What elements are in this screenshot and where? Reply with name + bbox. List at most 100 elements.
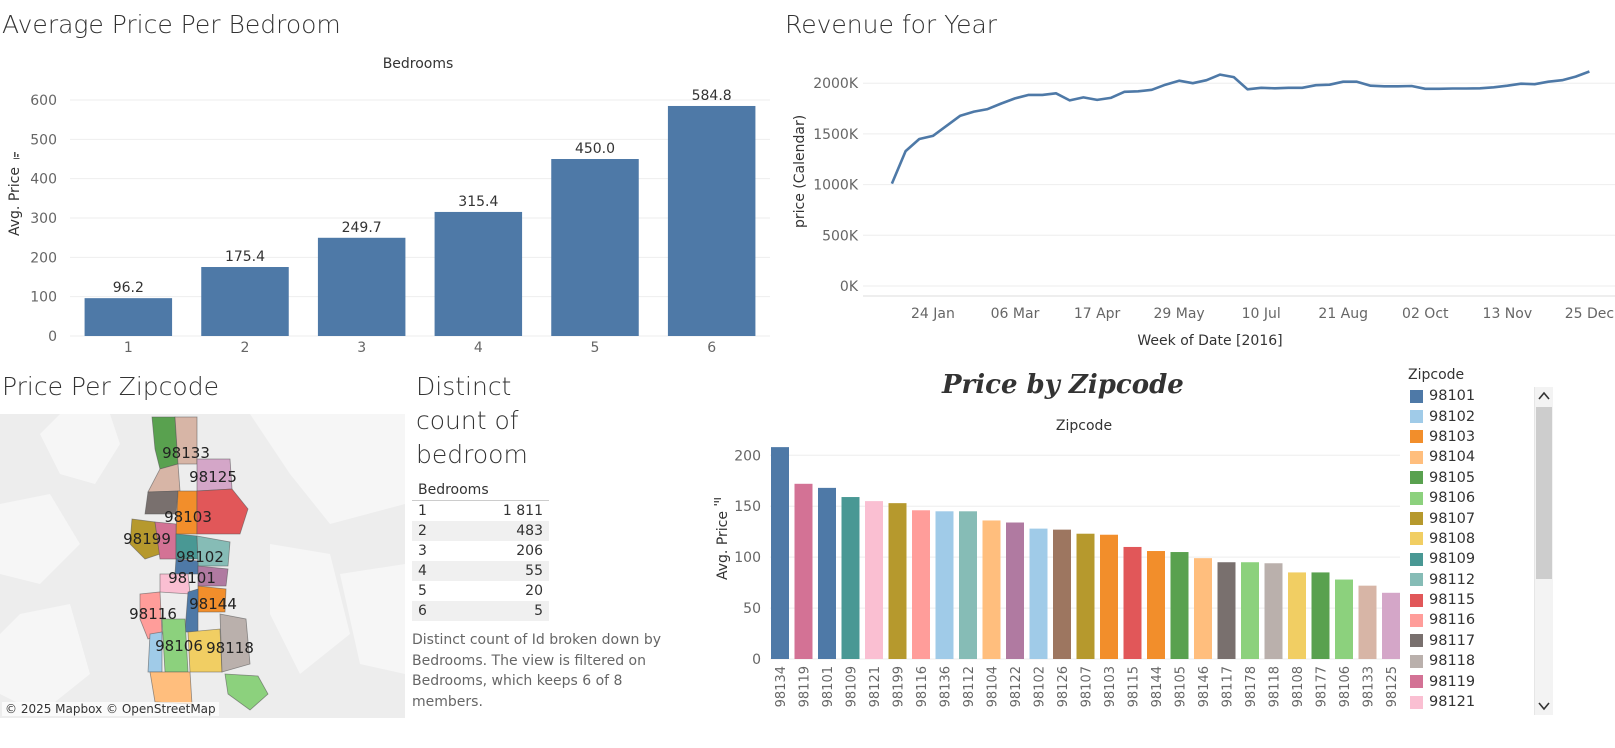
x-tick-label: 98101 bbox=[821, 666, 836, 707]
x-tick-label: 2 bbox=[241, 340, 250, 356]
map-label-98102: 98102 bbox=[176, 548, 224, 566]
bar[interactable] bbox=[1241, 562, 1259, 659]
bar[interactable] bbox=[818, 487, 836, 659]
bar[interactable] bbox=[841, 497, 860, 659]
x-tick-label: 98118 bbox=[1268, 666, 1283, 707]
avg-price-bedroom-chart[interactable]: 0 100 200 300 400 500 600 96.2 175.4 249.7 315.4 4… bbox=[0, 48, 780, 363]
revenue-line[interactable] bbox=[890, 70, 1590, 185]
x-tick-label: 98144 bbox=[1150, 666, 1165, 707]
y-tick-label: 400 bbox=[30, 172, 57, 188]
table-row[interactable]: 2 483 bbox=[412, 521, 549, 541]
bar[interactable] bbox=[771, 447, 789, 659]
legend-label: 98105 bbox=[1429, 469, 1476, 486]
table-row[interactable]: 3 206 bbox=[412, 541, 549, 561]
legend-item[interactable]: 98121 bbox=[1410, 692, 1530, 712]
legend-item[interactable]: 98118 bbox=[1410, 651, 1530, 671]
map-zip-labels: 98133 98125 98103 98199 98102 98101 9811… bbox=[123, 444, 254, 657]
revenue-ylabel[interactable]: price (Calendar) bbox=[792, 115, 808, 228]
bar[interactable] bbox=[1053, 529, 1071, 659]
bar[interactable] bbox=[667, 105, 756, 336]
bedroom-chart-header[interactable]: Bedrooms bbox=[383, 56, 454, 72]
y-tick-label: 200 bbox=[30, 250, 57, 266]
revenue-xlabel[interactable]: Week of Date [2016] bbox=[1137, 333, 1282, 349]
bar[interactable] bbox=[551, 159, 639, 336]
legend-item[interactable]: 98109 bbox=[1410, 549, 1530, 569]
map-label-98118: 98118 bbox=[206, 639, 254, 657]
bar[interactable] bbox=[1382, 592, 1400, 659]
bar[interactable] bbox=[959, 511, 977, 659]
bar[interactable] bbox=[1358, 585, 1377, 659]
zipcode-map[interactable]: 98133 98125 98103 98199 98102 98101 9811… bbox=[0, 414, 405, 718]
bar[interactable] bbox=[794, 483, 813, 659]
legend-item[interactable]: 98117 bbox=[1410, 631, 1530, 651]
legend-item[interactable]: 98103 bbox=[1410, 427, 1530, 447]
sort-icon[interactable] bbox=[13, 152, 20, 159]
map-label-98125: 98125 bbox=[189, 468, 237, 486]
table-row[interactable]: 1 1 811 bbox=[412, 501, 549, 522]
bar[interactable] bbox=[888, 503, 907, 659]
distinct-count-table[interactable]: Bedrooms 1 1 811 2 483 3 206 4 55 5 20 6… bbox=[412, 480, 549, 621]
bar[interactable] bbox=[1170, 552, 1189, 659]
count-cell: 55 bbox=[451, 561, 549, 581]
map-attribution[interactable]: © 2025 Mapbox © OpenStreetMap bbox=[2, 702, 219, 716]
legend-item[interactable]: 98108 bbox=[1410, 529, 1530, 549]
scroll-down-icon[interactable] bbox=[1535, 699, 1553, 713]
bar[interactable] bbox=[912, 510, 930, 659]
bar[interactable] bbox=[201, 267, 289, 336]
x-tick-label: 98126 bbox=[1056, 666, 1071, 707]
bar[interactable] bbox=[1100, 534, 1118, 659]
table-row[interactable]: 4 55 bbox=[412, 561, 549, 581]
legend-item[interactable]: 98116 bbox=[1410, 610, 1530, 630]
legend-item[interactable]: 98107 bbox=[1410, 508, 1530, 528]
x-tick-label: 21 Aug bbox=[1318, 306, 1368, 322]
bar[interactable] bbox=[865, 501, 883, 659]
table-row[interactable]: 5 20 bbox=[412, 581, 549, 601]
zipcode-legend[interactable]: 98101 98102 98103 98104 98105 98106 9810… bbox=[1410, 386, 1530, 716]
legend-label: 98104 bbox=[1429, 449, 1476, 466]
legend-scrollbar[interactable] bbox=[1534, 387, 1553, 715]
x-tick-label: 29 May bbox=[1154, 306, 1205, 322]
bar[interactable] bbox=[1217, 562, 1236, 659]
bar[interactable] bbox=[1147, 551, 1165, 659]
legend-item[interactable]: 98104 bbox=[1410, 447, 1530, 467]
distinct-table-header[interactable]: Bedrooms bbox=[412, 480, 549, 501]
legend-swatch bbox=[1410, 471, 1423, 485]
legend-swatch bbox=[1410, 450, 1423, 464]
bar[interactable] bbox=[982, 520, 1001, 659]
zip-chart-ylabel[interactable]: Avg. Price bbox=[715, 511, 731, 580]
table-row[interactable]: 6 5 bbox=[412, 601, 549, 621]
bedroom-cell: 2 bbox=[412, 521, 452, 541]
legend-swatch bbox=[1410, 613, 1423, 627]
zip-chart-header[interactable]: Zipcode bbox=[1056, 418, 1112, 434]
legend-item[interactable]: 98115 bbox=[1410, 590, 1530, 610]
legend-item[interactable]: 98102 bbox=[1410, 406, 1530, 426]
x-tick-label: 98178 bbox=[1244, 666, 1259, 707]
legend-item[interactable]: 98112 bbox=[1410, 570, 1530, 590]
legend-item[interactable]: 98119 bbox=[1410, 671, 1530, 691]
bar[interactable] bbox=[84, 298, 173, 336]
bar[interactable] bbox=[935, 511, 954, 659]
legend-item[interactable]: 98101 bbox=[1410, 386, 1530, 406]
bar[interactable] bbox=[1029, 528, 1048, 659]
bar[interactable] bbox=[317, 237, 406, 336]
zip-polygons[interactable] bbox=[129, 416, 269, 711]
scroll-thumb[interactable] bbox=[1536, 407, 1552, 579]
x-tick-label: 5 bbox=[591, 340, 600, 356]
legend-item[interactable]: 98105 bbox=[1410, 468, 1530, 488]
bar[interactable] bbox=[434, 211, 523, 336]
bar[interactable] bbox=[1288, 572, 1306, 659]
bar[interactable] bbox=[1006, 522, 1024, 659]
revenue-chart[interactable]: 0K 500K 1000K 1500K 2000K 24 Jan 06 Mar 17 Apr… bbox=[780, 48, 1615, 353]
bedroom-chart-ylabel[interactable]: Avg. Price bbox=[7, 167, 23, 236]
x-tick-label: 98109 bbox=[845, 666, 860, 707]
bar[interactable] bbox=[1335, 579, 1353, 659]
legend-item[interactable]: 98106 bbox=[1410, 488, 1530, 508]
bar[interactable] bbox=[1311, 572, 1330, 659]
bar[interactable] bbox=[1076, 533, 1095, 659]
bar[interactable] bbox=[1264, 563, 1283, 659]
scroll-up-icon[interactable] bbox=[1535, 389, 1553, 403]
sort-icon[interactable] bbox=[714, 498, 721, 506]
bar[interactable] bbox=[1194, 558, 1212, 659]
bar[interactable] bbox=[1123, 546, 1142, 659]
